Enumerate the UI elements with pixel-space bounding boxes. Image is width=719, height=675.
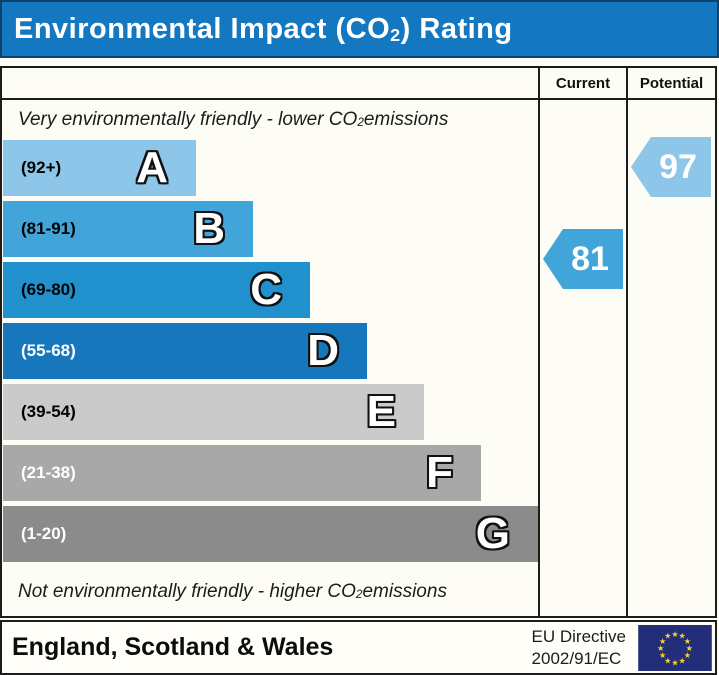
svg-text:★: ★ (664, 655, 671, 665)
band-c-letter: C (250, 265, 282, 314)
potential-rating-arrow: 97 (631, 137, 711, 197)
svg-text:★: ★ (686, 643, 693, 653)
svg-text:★: ★ (671, 628, 678, 638)
svg-text:★: ★ (659, 635, 666, 645)
band-f-letter: F (426, 448, 453, 497)
current-rating-arrow: 81 (543, 229, 623, 289)
band-f: (21-38) F (3, 445, 481, 501)
band-b-letter: B (193, 204, 225, 253)
eu-directive-label: EU Directive 2002/91/EC (531, 627, 626, 668)
band-d: (55-68) D (3, 323, 367, 379)
potential-rating-value: 97 (659, 147, 697, 186)
eu-flag-icon: ★ ★ ★ ★ ★ ★ ★ ★ ★ ★ ★ ★ (638, 624, 712, 671)
chart-title: Environmental Impact (CO2) Rating (14, 12, 513, 45)
band-c: (69-80) C (3, 262, 310, 318)
svg-text:★: ★ (678, 630, 685, 640)
band-c-range: (69-80) (21, 280, 76, 299)
svg-text:★: ★ (664, 630, 671, 640)
band-b: (81-91) B (3, 201, 253, 257)
band-e-letter: E (366, 387, 396, 436)
band-e-range: (39-54) (21, 402, 76, 421)
band-g-range: (1-20) (21, 524, 67, 543)
current-rating-value: 81 (571, 239, 609, 278)
band-g: (1-20) G (3, 506, 538, 562)
main-column-header (2, 68, 538, 100)
band-g-letter: G (475, 509, 510, 558)
band-a: (92+) A (3, 140, 196, 196)
rating-table: Current Potential Very environmentally f… (0, 66, 717, 618)
rating-bands: (92+) A (81-91) B (69-80) C (55-68) D (3… (3, 140, 538, 567)
potential-column-header: Potential (626, 68, 715, 100)
svg-text:★: ★ (684, 635, 691, 645)
svg-text:★: ★ (659, 650, 666, 660)
scale-note-top: Very environmentally friendly - lower CO… (18, 109, 449, 130)
scale-note-bottom: Not environmentally friendly - higher CO… (18, 581, 447, 602)
svg-text:★: ★ (671, 657, 678, 667)
band-a-letter: A (136, 143, 168, 192)
current-value-cell: 81 (538, 100, 626, 617)
band-d-letter: D (307, 326, 339, 375)
svg-text:★: ★ (657, 643, 664, 653)
band-e: (39-54) E (3, 384, 424, 440)
svg-text:★: ★ (684, 650, 691, 660)
band-d-range: (55-68) (21, 341, 76, 360)
region-label: England, Scotland & Wales (12, 633, 334, 661)
current-column-header: Current (538, 68, 626, 100)
chart-footer: England, Scotland & Wales EU Directive 2… (0, 620, 717, 675)
rating-scale-area: Very environmentally friendly - lower CO… (2, 100, 538, 617)
band-b-range: (81-91) (21, 219, 76, 238)
band-a-range: (92+) (21, 158, 62, 177)
potential-value-cell: 97 (626, 100, 715, 617)
band-f-range: (21-38) (21, 463, 76, 482)
svg-text:★: ★ (678, 655, 685, 665)
chart-title-bar: Environmental Impact (CO2) Rating (0, 0, 719, 58)
